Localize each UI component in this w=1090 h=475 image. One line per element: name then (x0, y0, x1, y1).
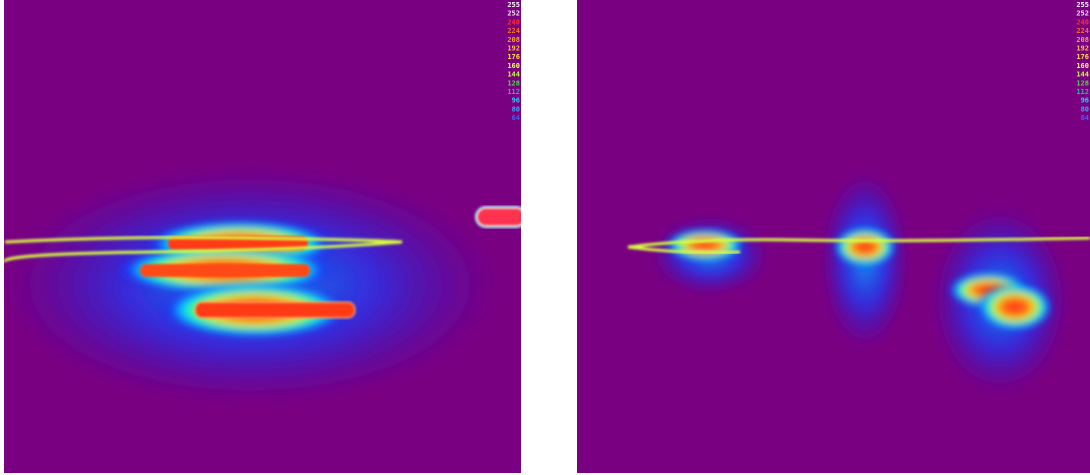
scale-label: 64 (1081, 114, 1089, 122)
scale-label: 208 (1076, 36, 1089, 44)
scale-label: 96 (1081, 97, 1089, 105)
hot-core (140, 264, 310, 277)
scale-label: 80 (512, 105, 520, 113)
scale-label: 224 (507, 27, 520, 35)
page: False-color intensity images {"panels": … (0, 0, 1090, 475)
scale-label: 252 (1076, 10, 1089, 18)
scale-label: 240 (507, 18, 520, 26)
scale-label: 240 (1076, 18, 1089, 26)
scale-label: 208 (507, 36, 520, 44)
scale-label: 224 (1076, 27, 1089, 35)
scale-label: 128 (1076, 79, 1089, 87)
scale-label: 144 (507, 71, 520, 79)
scale-label: 144 (1076, 71, 1089, 79)
scale-label: 112 (507, 88, 520, 96)
scale-label: 176 (1076, 53, 1089, 61)
scale-label: 64 (512, 114, 520, 122)
scale-label: 128 (507, 79, 520, 87)
scale-label: 80 (1081, 105, 1089, 113)
scale-label: 192 (1076, 45, 1089, 53)
scale-label: 112 (1076, 88, 1089, 96)
scale-label: 255 (507, 1, 520, 9)
scale-label: 96 (512, 97, 520, 105)
scale-label: 255 (1076, 1, 1089, 9)
hot-spot (665, 229, 745, 261)
edge-spot (476, 207, 526, 227)
hot-spot (833, 227, 897, 267)
scale-label: 160 (1076, 62, 1089, 70)
scale-label: 176 (507, 53, 520, 61)
scale-label: 160 (507, 62, 520, 70)
hot-spot (977, 283, 1053, 331)
scale-label: 252 (507, 10, 520, 18)
hot-core (195, 302, 355, 318)
scale-label: 192 (507, 45, 520, 53)
body: 255252240224208192176160144128112968064 … (0, 0, 1090, 475)
images: 255252240224208192176160144128112968064 … (0, 0, 1090, 475)
